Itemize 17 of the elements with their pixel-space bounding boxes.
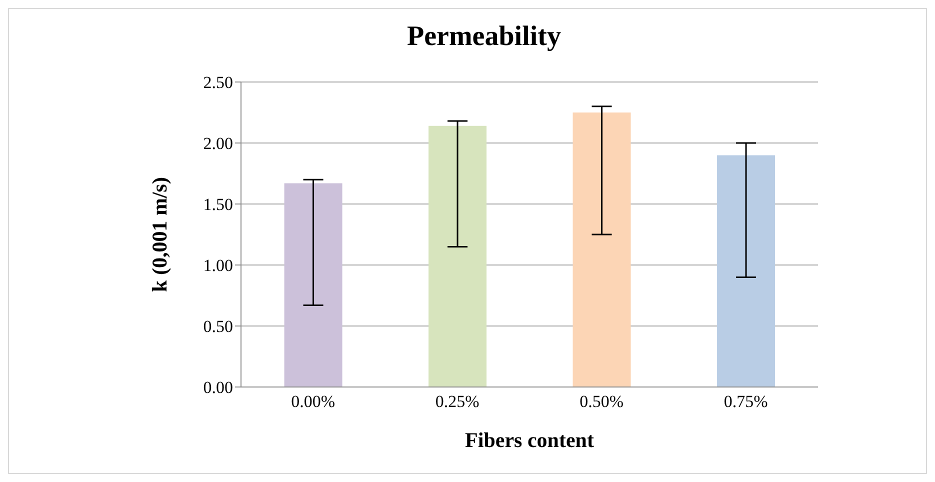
y-tick-label: 0.50 [203,317,233,336]
y-tick-label: 2.50 [203,73,233,92]
x-axis-title: Fibers content [465,428,594,452]
chart-title: Permeability [406,21,562,53]
bar [572,112,631,387]
bar [428,126,487,387]
x-tick-label: 0.25% [435,392,480,412]
bar [717,155,776,387]
y-axis-title: k (0,001 m/s) [147,177,172,292]
y-tick-label: 1.50 [203,195,233,214]
x-tick-label: 0.75% [724,392,768,412]
x-tick-label: 0.00% [291,392,336,412]
bar [284,183,342,387]
x-tick-label: 0.50% [580,392,624,412]
y-tick-label: 0.00 [203,378,233,398]
y-tick-label: 2.00 [203,134,233,154]
y-tick-label: 1.00 [203,256,233,276]
